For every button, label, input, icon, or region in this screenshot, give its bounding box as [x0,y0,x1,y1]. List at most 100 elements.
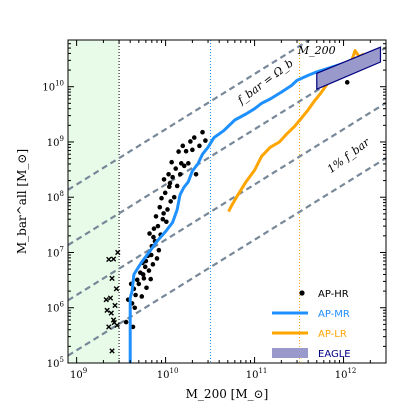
legend-entry-ap-hr: AP-HR [299,289,349,300]
data-point [142,264,148,270]
data-point [173,166,179,171]
data-point [170,174,175,180]
data-point [171,194,177,200]
data-point [156,247,162,253]
plot-frame [67,39,387,364]
x-marker-point [104,307,110,313]
x-marker-point [113,286,120,292]
data-point [174,183,180,189]
data-point [344,80,350,85]
annotation-0: f_bar = Ω_b [234,56,296,107]
data-point [200,129,205,135]
data-point [166,184,172,190]
x-tick-label-0: 109 [70,367,87,381]
x-tick-label-3: 1012 [335,367,357,381]
data-point [155,223,161,229]
data-point [164,219,169,225]
legend-label: AP-LR [318,329,347,340]
data-point [167,180,173,186]
data-point [168,199,173,204]
y-tick-label-0: 105 [47,356,64,370]
data-point [132,305,138,311]
data-point [165,207,170,212]
data-point [139,294,145,299]
x-tick-label-1: 1010 [157,367,179,381]
x-marker-point [108,310,114,316]
data-point [160,216,166,222]
data-point [148,252,154,258]
data-point [190,147,195,153]
x-marker-point [112,302,118,309]
data-point [133,292,138,298]
data-point [147,231,152,236]
annotation-1: M_200 [297,44,336,57]
data-point [183,148,189,154]
legend: AP-HR AP-MR AP-LR EAGLE [272,289,351,360]
data-point [141,276,147,281]
data-point [197,143,202,149]
data-point [181,163,187,169]
x-tick-label-2: 1011 [246,367,268,381]
x-marker-point [103,296,109,303]
data-point [193,171,199,177]
data-point [157,204,163,210]
data-point [146,268,152,273]
x-marker-point [107,295,114,301]
data-point [162,190,168,196]
y-tick-label-2: 107 [47,245,64,259]
reference-line-3 [68,157,386,357]
x-marker-point [106,256,112,263]
data-point [180,143,186,149]
legend-patch [272,348,308,358]
x-marker-point [110,256,117,262]
data-point [144,285,149,291]
y-axis-label: M_bar^all [M_⊙] [15,149,29,254]
y-tick-label-4: 109 [47,135,64,149]
legend-label: EAGLE [318,349,351,360]
axes: 109 1010 1011 1012 105 106 107 108 109 1010 M_200 … [15,39,387,401]
x-marker-point [109,348,115,354]
plot-background [68,40,120,363]
data-point [148,276,153,282]
data-point [191,135,197,140]
y-tick-label-1: 106 [47,301,65,315]
x-marker-point [106,324,112,330]
data-point [203,138,208,143]
reference-line-1 [68,101,386,302]
data-point [150,262,156,267]
data-point [169,159,174,165]
reference-line-0 [68,40,312,191]
data-point [130,324,136,330]
data-point [176,149,181,154]
data-point [151,234,156,240]
data-point [159,195,164,201]
x-axis-label: M_200 [M_⊙] [186,387,269,401]
data-point [186,161,191,166]
legend-entry-eagle: EAGLE [272,348,351,360]
shaded-region [68,40,120,363]
ap-mr-line [128,59,352,363]
legend-label: AP-MR [318,309,350,320]
series-1 [103,249,121,354]
x-marker-point [114,322,120,329]
y-tick-label-3: 108 [47,190,64,204]
data-point [134,277,140,283]
legend-marker [299,290,305,296]
legend-entry-ap-lr: AP-LR [272,329,347,340]
legend-label: AP-HR [318,289,349,300]
data-point [140,272,146,277]
data-point [166,171,171,177]
x-marker-point [109,275,115,282]
data-point [154,256,160,261]
x-marker-point [115,249,121,256]
data-point [188,139,193,144]
data-point [151,226,157,231]
data-point [177,171,183,177]
data-point [161,211,166,216]
data-point [123,319,129,325]
legend-entry-ap-mr: AP-MR [272,309,350,320]
data-point [153,214,159,219]
eagle-band [316,46,382,91]
data-point [161,177,167,182]
